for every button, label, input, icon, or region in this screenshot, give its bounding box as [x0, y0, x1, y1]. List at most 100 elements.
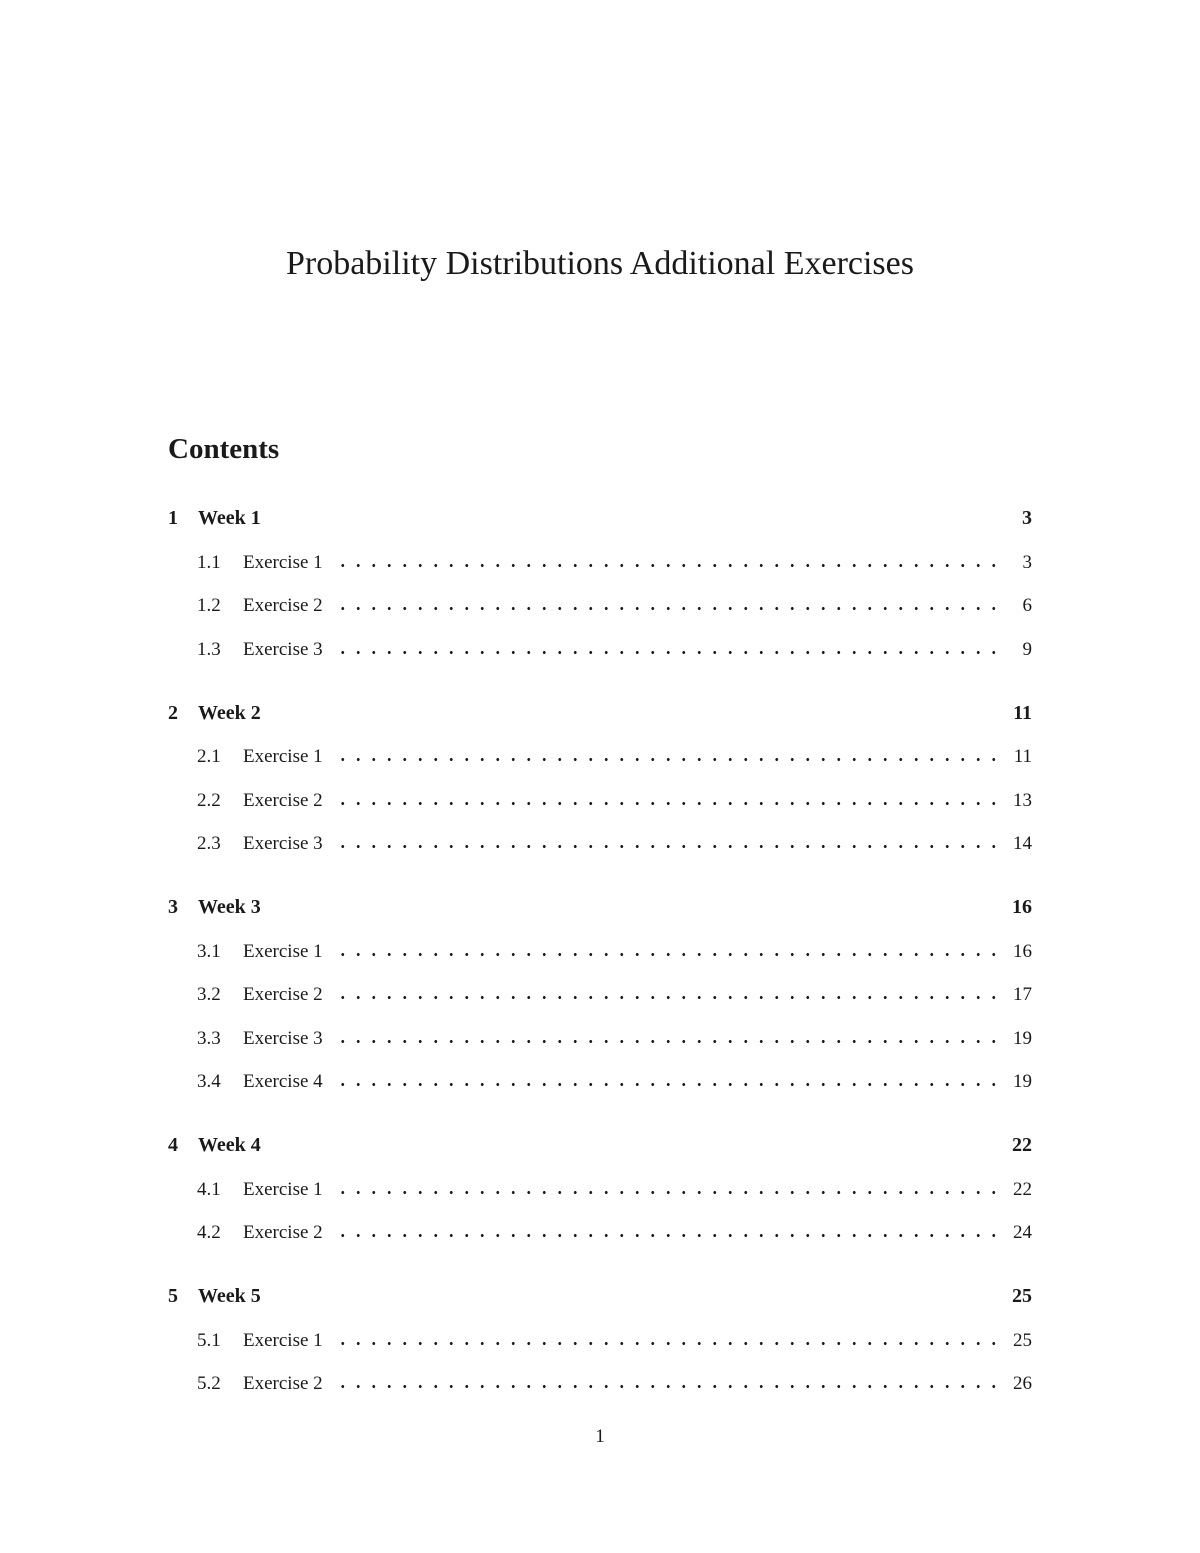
leader-dots — [334, 1384, 1000, 1390]
toc-entries: 3.1 Exercise 1 16 3.2 Exercise 2 17 3.3 … — [168, 941, 1032, 1094]
toc-entry-link[interactable]: 4.1 Exercise 1 22 — [197, 1179, 1032, 1201]
leader-dots — [334, 757, 1000, 763]
entry-title: Exercise 4 — [243, 1071, 323, 1093]
toc-entry-link[interactable]: 2.1 Exercise 1 11 — [197, 746, 1032, 768]
toc-entry-link[interactable]: 4.2 Exercise 2 24 — [197, 1222, 1032, 1244]
entry-title: Exercise 2 — [243, 1373, 323, 1395]
entry-page-number: 26 — [1013, 1373, 1032, 1395]
entry-page-number: 19 — [1013, 1071, 1032, 1093]
entry-number: 1.3 — [197, 638, 221, 660]
leader-dots — [334, 995, 1000, 1001]
toc-section: 4 Week 4 22 4.1 Exercise 1 22 4.2 Exerci… — [168, 1134, 1032, 1244]
section-title: Week 1 — [198, 507, 261, 530]
entry-number: 1.1 — [197, 551, 221, 573]
section-number: 5 — [168, 1285, 178, 1308]
entry-title: Exercise 3 — [243, 638, 323, 660]
entry-page-number: 13 — [1013, 789, 1032, 811]
entry-title: Exercise 3 — [243, 1027, 323, 1049]
toc-section-link[interactable]: 5 Week 5 25 — [168, 1285, 1032, 1308]
entry-number: 2.2 — [197, 789, 221, 811]
toc-section-link[interactable]: 2 Week 2 11 — [168, 702, 1032, 725]
section-page-number: 16 — [1012, 896, 1032, 919]
section-page-number: 22 — [1012, 1134, 1032, 1157]
entry-page-number: 25 — [1013, 1329, 1032, 1351]
section-number: 4 — [168, 1134, 178, 1157]
toc-entry-link[interactable]: 5.1 Exercise 1 25 — [197, 1330, 1032, 1352]
leader-dots — [334, 1082, 1000, 1088]
page-content: Probability Distributions Additional Exe… — [168, 0, 1032, 1395]
toc-entries: 5.1 Exercise 1 25 5.2 Exercise 2 26 — [168, 1330, 1032, 1396]
toc-section: 5 Week 5 25 5.1 Exercise 1 25 5.2 Exerci… — [168, 1285, 1032, 1395]
toc-entry-link[interactable]: 5.2 Exercise 2 26 — [197, 1373, 1032, 1395]
leader-dots — [334, 1233, 1000, 1239]
entry-page-number: 14 — [1013, 833, 1032, 855]
entry-number: 5.1 — [197, 1329, 221, 1351]
toc-entry-link[interactable]: 2.3 Exercise 3 14 — [197, 833, 1032, 855]
section-title: Week 4 — [198, 1134, 261, 1157]
entry-number: 3.4 — [197, 1071, 221, 1093]
entry-title: Exercise 1 — [243, 746, 323, 768]
leader-dots — [334, 844, 1000, 850]
entry-number: 4.1 — [197, 1178, 221, 1200]
section-title: Week 5 — [198, 1285, 261, 1308]
section-page-number: 11 — [1013, 701, 1032, 724]
entry-page-number: 19 — [1013, 1027, 1032, 1049]
toc-section-link[interactable]: 4 Week 4 22 — [168, 1134, 1032, 1157]
page-number: 1 — [595, 1426, 605, 1447]
leader-dots — [334, 951, 1000, 957]
entry-title: Exercise 1 — [243, 1329, 323, 1351]
section-title: Week 3 — [198, 896, 261, 919]
toc-entry-link[interactable]: 1.3 Exercise 3 9 — [197, 639, 1032, 661]
entry-page-number: 16 — [1013, 940, 1032, 962]
leader-dots — [334, 606, 1000, 612]
toc-section-link[interactable]: 1 Week 1 3 — [168, 507, 1032, 530]
entry-title: Exercise 2 — [243, 1222, 323, 1244]
toc-entry-link[interactable]: 3.4 Exercise 4 19 — [197, 1071, 1032, 1093]
section-number: 2 — [168, 701, 178, 724]
contents-heading: Contents — [168, 433, 280, 466]
section-page-number: 25 — [1012, 1285, 1032, 1308]
toc-section-link[interactable]: 3 Week 3 16 — [168, 896, 1032, 919]
section-number: 1 — [168, 507, 178, 530]
entry-title: Exercise 2 — [243, 595, 323, 617]
entry-number: 3.1 — [197, 940, 221, 962]
section-number: 3 — [168, 896, 178, 919]
toc-entry-link[interactable]: 3.1 Exercise 1 16 — [197, 941, 1032, 963]
leader-dots — [334, 649, 1000, 655]
section-title: Week 2 — [198, 701, 261, 724]
entry-title: Exercise 2 — [243, 789, 323, 811]
entry-title: Exercise 1 — [243, 940, 323, 962]
leader-dots — [334, 1189, 1000, 1195]
entry-title: Exercise 1 — [243, 1178, 323, 1200]
entry-number: 1.2 — [197, 595, 221, 617]
entry-page-number: 22 — [1013, 1178, 1032, 1200]
entry-number: 5.2 — [197, 1373, 221, 1395]
entry-page-number: 6 — [1022, 595, 1033, 617]
entry-number: 3.3 — [197, 1027, 221, 1049]
document-title: Probability Distributions Additional Exe… — [285, 245, 914, 282]
toc-entries: 4.1 Exercise 1 22 4.2 Exercise 2 24 — [168, 1179, 1032, 1245]
toc-entry-link[interactable]: 3.2 Exercise 2 17 — [197, 984, 1032, 1006]
toc-entry-link[interactable]: 1.1 Exercise 1 3 — [197, 552, 1032, 574]
entry-title: Exercise 1 — [243, 551, 323, 573]
leader-dots — [334, 800, 1000, 806]
toc-entry-link[interactable]: 2.2 Exercise 2 13 — [197, 790, 1032, 812]
leader-dots — [334, 1038, 1000, 1044]
toc-entries: 2.1 Exercise 1 11 2.2 Exercise 2 13 2.3 … — [168, 746, 1032, 855]
entry-number: 4.2 — [197, 1222, 221, 1244]
toc-section: 3 Week 3 16 3.1 Exercise 1 16 3.2 Exerci… — [168, 896, 1032, 1093]
leader-dots — [334, 1340, 1000, 1346]
entry-title: Exercise 2 — [243, 984, 323, 1006]
entry-page-number: 11 — [1013, 746, 1032, 768]
entry-number: 2.3 — [197, 833, 221, 855]
toc-entry-link[interactable]: 3.3 Exercise 3 19 — [197, 1028, 1032, 1050]
section-page-number: 3 — [1022, 507, 1032, 530]
entry-title: Exercise 3 — [243, 833, 323, 855]
entry-number: 3.2 — [197, 984, 221, 1006]
leader-dots — [334, 562, 1000, 568]
table-of-contents: 1 Week 1 3 1.1 Exercise 1 3 1.2 Exercise… — [168, 507, 1032, 1395]
toc-section: 1 Week 1 3 1.1 Exercise 1 3 1.2 Exercise… — [168, 507, 1032, 661]
entry-page-number: 17 — [1013, 984, 1032, 1006]
toc-entry-link[interactable]: 1.2 Exercise 2 6 — [197, 595, 1032, 617]
